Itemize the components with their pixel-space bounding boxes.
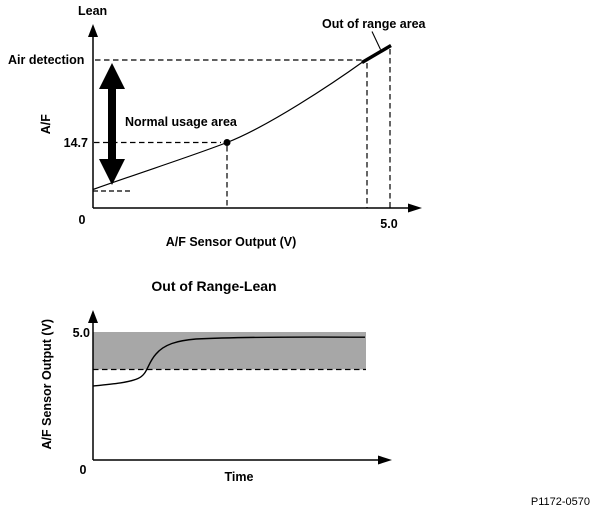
af-curve-bold-out-of-range-segment — [361, 44, 392, 64]
top-x-axis-label: A/F Sensor Output (V) — [165, 235, 297, 249]
top-y-axis-arrowhead-icon — [88, 24, 98, 37]
stoich-value-label: 14.7 — [63, 135, 88, 150]
sensor-output-curve — [92, 336, 366, 387]
bottom-origin-label: 0 — [79, 463, 87, 477]
stoich-point-dot — [223, 139, 231, 146]
top-x-max-label: 5.0 — [380, 217, 398, 231]
bottom-y-axis-arrowhead-icon — [88, 310, 98, 323]
normal-usage-double-arrow-icon — [99, 63, 125, 185]
lean-label: Lean — [78, 4, 108, 18]
bottom-y-max-label: 5.0 — [72, 326, 90, 340]
out-of-range-leader-line — [371, 31, 381, 50]
figure-code: P1172-0570 — [530, 496, 590, 508]
air-detection-label: Air detection — [8, 53, 85, 67]
normal-usage-area-label: Normal usage area — [125, 115, 237, 129]
top-y-axis-label: A/F — [38, 114, 53, 135]
bottom-chart-title: Out of Range-Lean — [151, 278, 277, 294]
bottom-y-axis-label: A/F Sensor Output (V) — [39, 318, 54, 450]
bottom-x-axis-arrowhead-icon — [378, 455, 392, 465]
top-origin-label: 0 — [78, 213, 86, 227]
top-x-axis-arrowhead-icon — [408, 203, 422, 213]
bottom-x-axis-label: Time — [224, 470, 254, 484]
out-of-range-area-label: Out of range area — [322, 17, 426, 31]
